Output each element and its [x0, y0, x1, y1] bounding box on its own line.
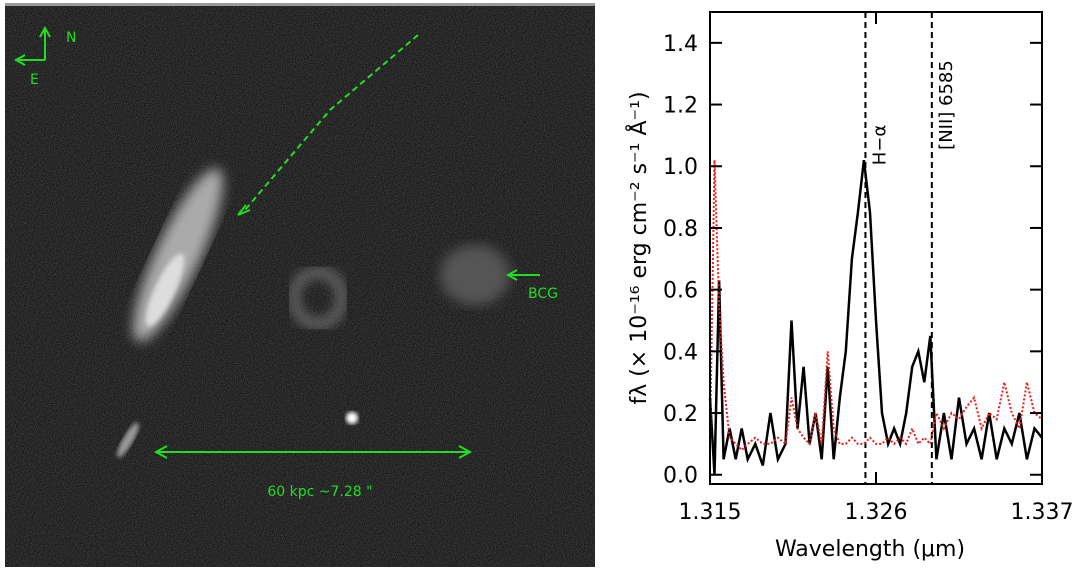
y-tick-label: 0.2	[663, 402, 698, 427]
scale-label: 60 kpc ~7.28 "	[267, 484, 372, 500]
y-tick-label: 1.2	[663, 94, 698, 119]
line-annotation: H−α	[869, 125, 890, 165]
y-tick-label: 0.6	[663, 279, 698, 304]
x-tick-label: 1.315	[679, 500, 742, 525]
x-axis-label: Wavelength (μm)	[775, 537, 965, 562]
east-label: E	[30, 72, 39, 88]
spectrum-line	[709, 160, 1043, 452]
spectrum-line	[708, 159, 1043, 475]
x-tick-label: 1.337	[1011, 500, 1074, 525]
y-tick-label: 0.0	[663, 464, 698, 489]
plot-frame	[709, 11, 1043, 485]
y-axis-label: fλ (× 10⁻¹⁶ erg cm⁻² s⁻¹ Å⁻¹)	[625, 91, 652, 404]
y-tick-label: 1.4	[663, 32, 698, 57]
north-label: N	[66, 30, 76, 46]
y-tick-label: 1.0	[663, 155, 698, 180]
bcg-label: BCG	[528, 286, 558, 302]
line-annotation: [NII] 6585	[936, 60, 957, 150]
y-tick-label: 0.8	[663, 217, 698, 242]
x-tick-label: 1.326	[845, 500, 908, 525]
sky-image: N E BCG 60 kpc ~7.28 "	[5, 3, 595, 567]
y-tick-label: 0.4	[663, 340, 698, 365]
